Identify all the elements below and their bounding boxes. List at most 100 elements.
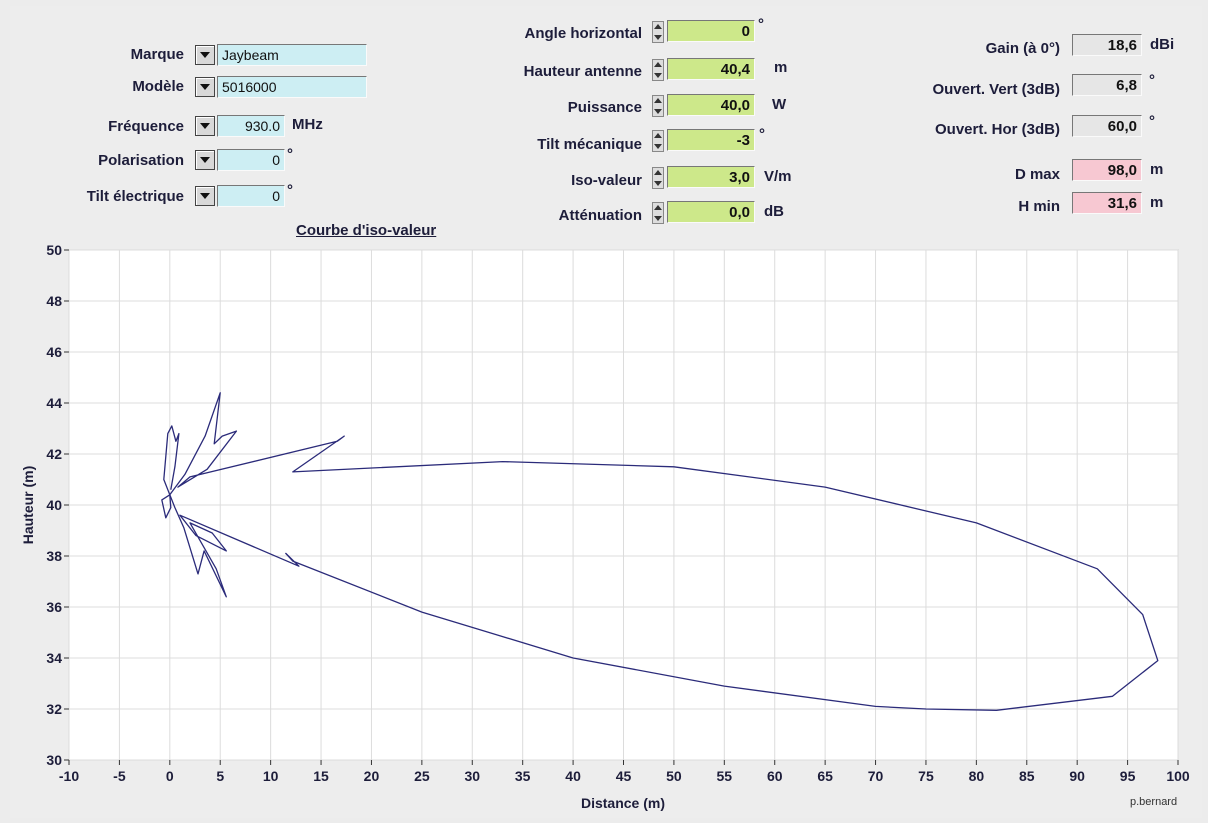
iso-curve-line [163, 425, 180, 496]
marque-field[interactable]: Jaybeam [217, 44, 367, 66]
y-tick-label: 36 [46, 599, 62, 615]
x-axis-ticks: -10 -5 0 5 10 15 20 25 30 35 40 45 50 55 60 65 70 75 80 85 9… [59, 760, 1190, 784]
frequence-field[interactable]: 930.0 [217, 115, 285, 137]
puissance-field[interactable]: 40,0 [667, 94, 755, 116]
iso-valeur-label: Iso-valeur [571, 172, 642, 189]
x-tick-label: 65 [817, 768, 833, 784]
author-credit: p.bernard [1130, 796, 1178, 808]
angle-horizontal-spinner[interactable] [652, 21, 664, 43]
marque-dropdown-button[interactable] [195, 45, 215, 65]
x-tick-label: -5 [113, 768, 126, 784]
x-tick-label: 20 [364, 768, 380, 784]
iso-curve-line [161, 494, 172, 519]
x-tick-label: 95 [1120, 768, 1136, 784]
angle-horizontal-label: Angle horizontal [524, 25, 643, 42]
puissance-unit: W [772, 96, 787, 113]
y-tick-label: 30 [46, 752, 62, 768]
y-tick-label: 38 [46, 548, 62, 564]
ouvert-vert-label: Ouvert. Vert (3dB) [932, 81, 1060, 98]
ouvert-vert-unit: ° [1149, 72, 1155, 89]
puissance-label: Puissance [567, 99, 642, 116]
modele-dropdown-button[interactable] [195, 77, 215, 97]
d-max-field: 98,0 [1072, 159, 1142, 181]
frequence-dropdown-button[interactable] [195, 116, 215, 136]
y-tick-label: 50 [46, 242, 62, 258]
x-tick-label: 5 [216, 768, 224, 784]
ouvert-vert-field: 6,8 [1072, 74, 1142, 96]
y-axis-ticks: 30 32 34 36 38 40 42 44 46 48 50 [46, 242, 69, 768]
x-tick-label: 85 [1019, 768, 1035, 784]
h-min-field: 31,6 [1072, 192, 1142, 214]
y-tick-label: 42 [46, 446, 62, 462]
x-tick-label: -10 [59, 768, 79, 784]
angle-horizontal-unit: ° [758, 16, 764, 33]
hauteur-antenne-spinner[interactable] [652, 59, 664, 81]
tilt-electrique-dropdown-button[interactable] [195, 186, 215, 206]
x-tick-label: 50 [666, 768, 682, 784]
y-tick-label: 34 [46, 650, 62, 666]
polarisation-unit: ° [287, 146, 293, 163]
gain-label: Gain (à 0°) [985, 40, 1060, 57]
hauteur-antenne-unit: m [774, 59, 788, 76]
ouvert-hor-label: Ouvert. Hor (3dB) [934, 121, 1060, 138]
attenuation-field[interactable]: 0,0 [667, 201, 755, 223]
y-tick-label: 32 [46, 701, 62, 717]
polarisation-field[interactable]: 0 [217, 149, 285, 171]
angle-horizontal-field[interactable]: 0 [667, 20, 755, 42]
x-tick-label: 70 [868, 768, 884, 784]
h-min-unit: m [1150, 194, 1164, 211]
tilt-electrique-unit: ° [287, 182, 293, 199]
marque-label: Marque [130, 46, 184, 63]
y-tick-label: 46 [46, 344, 62, 360]
gain-unit: dBi [1150, 36, 1175, 53]
frequence-unit: MHz [292, 116, 323, 133]
gain-field: 18,6 [1072, 34, 1142, 56]
x-tick-label: 75 [918, 768, 934, 784]
y-axis-title: Hauteur (m) [20, 466, 36, 545]
x-tick-label: 90 [1069, 768, 1085, 784]
x-tick-label: 80 [969, 768, 985, 784]
iso-curve-lines [161, 392, 1159, 711]
curve-title: Courbe d'iso-valeur [296, 222, 437, 239]
iso-valeur-field[interactable]: 3,0 [667, 166, 755, 188]
ouvert-hor-unit: ° [1149, 113, 1155, 130]
x-tick-label: 45 [616, 768, 632, 784]
h-min-label: H min [1018, 198, 1060, 215]
tilt-mecanique-unit: ° [759, 126, 765, 143]
chart-grid [68, 249, 1179, 761]
attenuation-spinner[interactable] [652, 202, 664, 224]
tilt-electrique-label: Tilt électrique [86, 188, 184, 205]
x-axis-title: Distance (m) [581, 795, 665, 811]
ouvert-hor-field: 60,0 [1072, 115, 1142, 137]
iso-curve-line [169, 392, 1159, 711]
x-tick-label: 55 [717, 768, 733, 784]
tilt-mecanique-spinner[interactable] [652, 130, 664, 152]
attenuation-label: Atténuation [558, 207, 642, 224]
x-tick-label: 35 [515, 768, 531, 784]
modele-label: Modèle [132, 78, 184, 95]
x-tick-label: 0 [166, 768, 174, 784]
polarisation-dropdown-button[interactable] [195, 150, 215, 170]
d-max-label: D max [1014, 166, 1060, 183]
y-tick-label: 48 [46, 293, 62, 309]
tilt-mecanique-label: Tilt mécanique [537, 136, 642, 153]
hauteur-antenne-field[interactable]: 40,4 [667, 58, 755, 80]
x-tick-label: 10 [263, 768, 279, 784]
x-tick-label: 25 [414, 768, 430, 784]
attenuation-unit: dB [764, 203, 784, 220]
d-max-unit: m [1150, 161, 1164, 178]
tilt-mecanique-field[interactable]: -3 [667, 129, 755, 151]
modele-field[interactable]: 5016000 [217, 76, 367, 98]
polarisation-label: Polarisation [98, 152, 184, 169]
x-tick-label: 30 [464, 768, 480, 784]
puissance-spinner[interactable] [652, 95, 664, 117]
iso-valeur-unit: V/m [764, 168, 792, 185]
y-tick-label: 40 [46, 497, 62, 513]
y-tick-label: 44 [46, 395, 62, 411]
x-tick-label: 60 [767, 768, 783, 784]
tilt-electrique-field[interactable]: 0 [217, 185, 285, 207]
iso-valeur-spinner[interactable] [652, 167, 664, 189]
frequence-label: Fréquence [108, 118, 184, 135]
